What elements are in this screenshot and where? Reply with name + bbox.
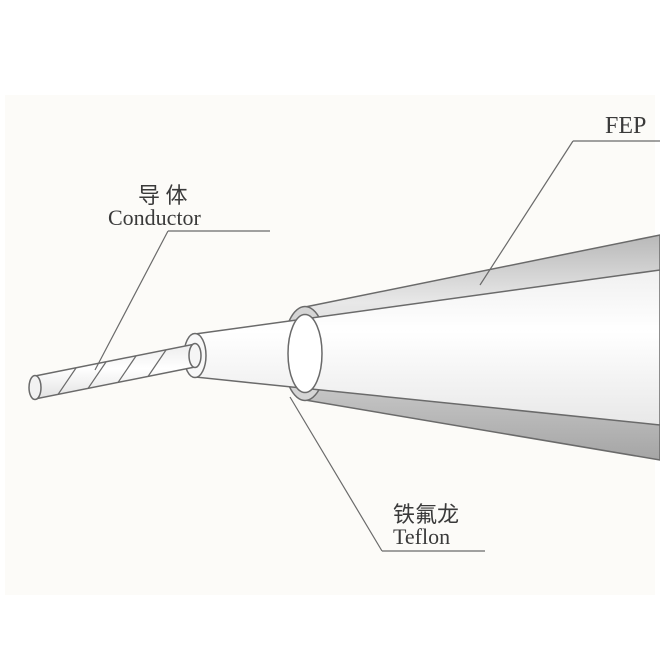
diagram-container: 导 体 Conductor 铁氟龙 Teflon FEP <box>0 0 660 660</box>
inner-layer-ring <box>288 315 322 393</box>
leader-teflon-diag <box>290 397 382 551</box>
label-conductor-en: Conductor <box>108 205 201 231</box>
label-teflon-en: Teflon <box>393 524 450 550</box>
conductor-cap <box>29 376 41 400</box>
leader-conductor-diag <box>95 231 168 370</box>
label-fep: FEP <box>605 113 646 140</box>
conductor-ring <box>189 344 201 368</box>
cable-diagram-svg <box>0 0 660 660</box>
conductor-body <box>35 344 195 399</box>
